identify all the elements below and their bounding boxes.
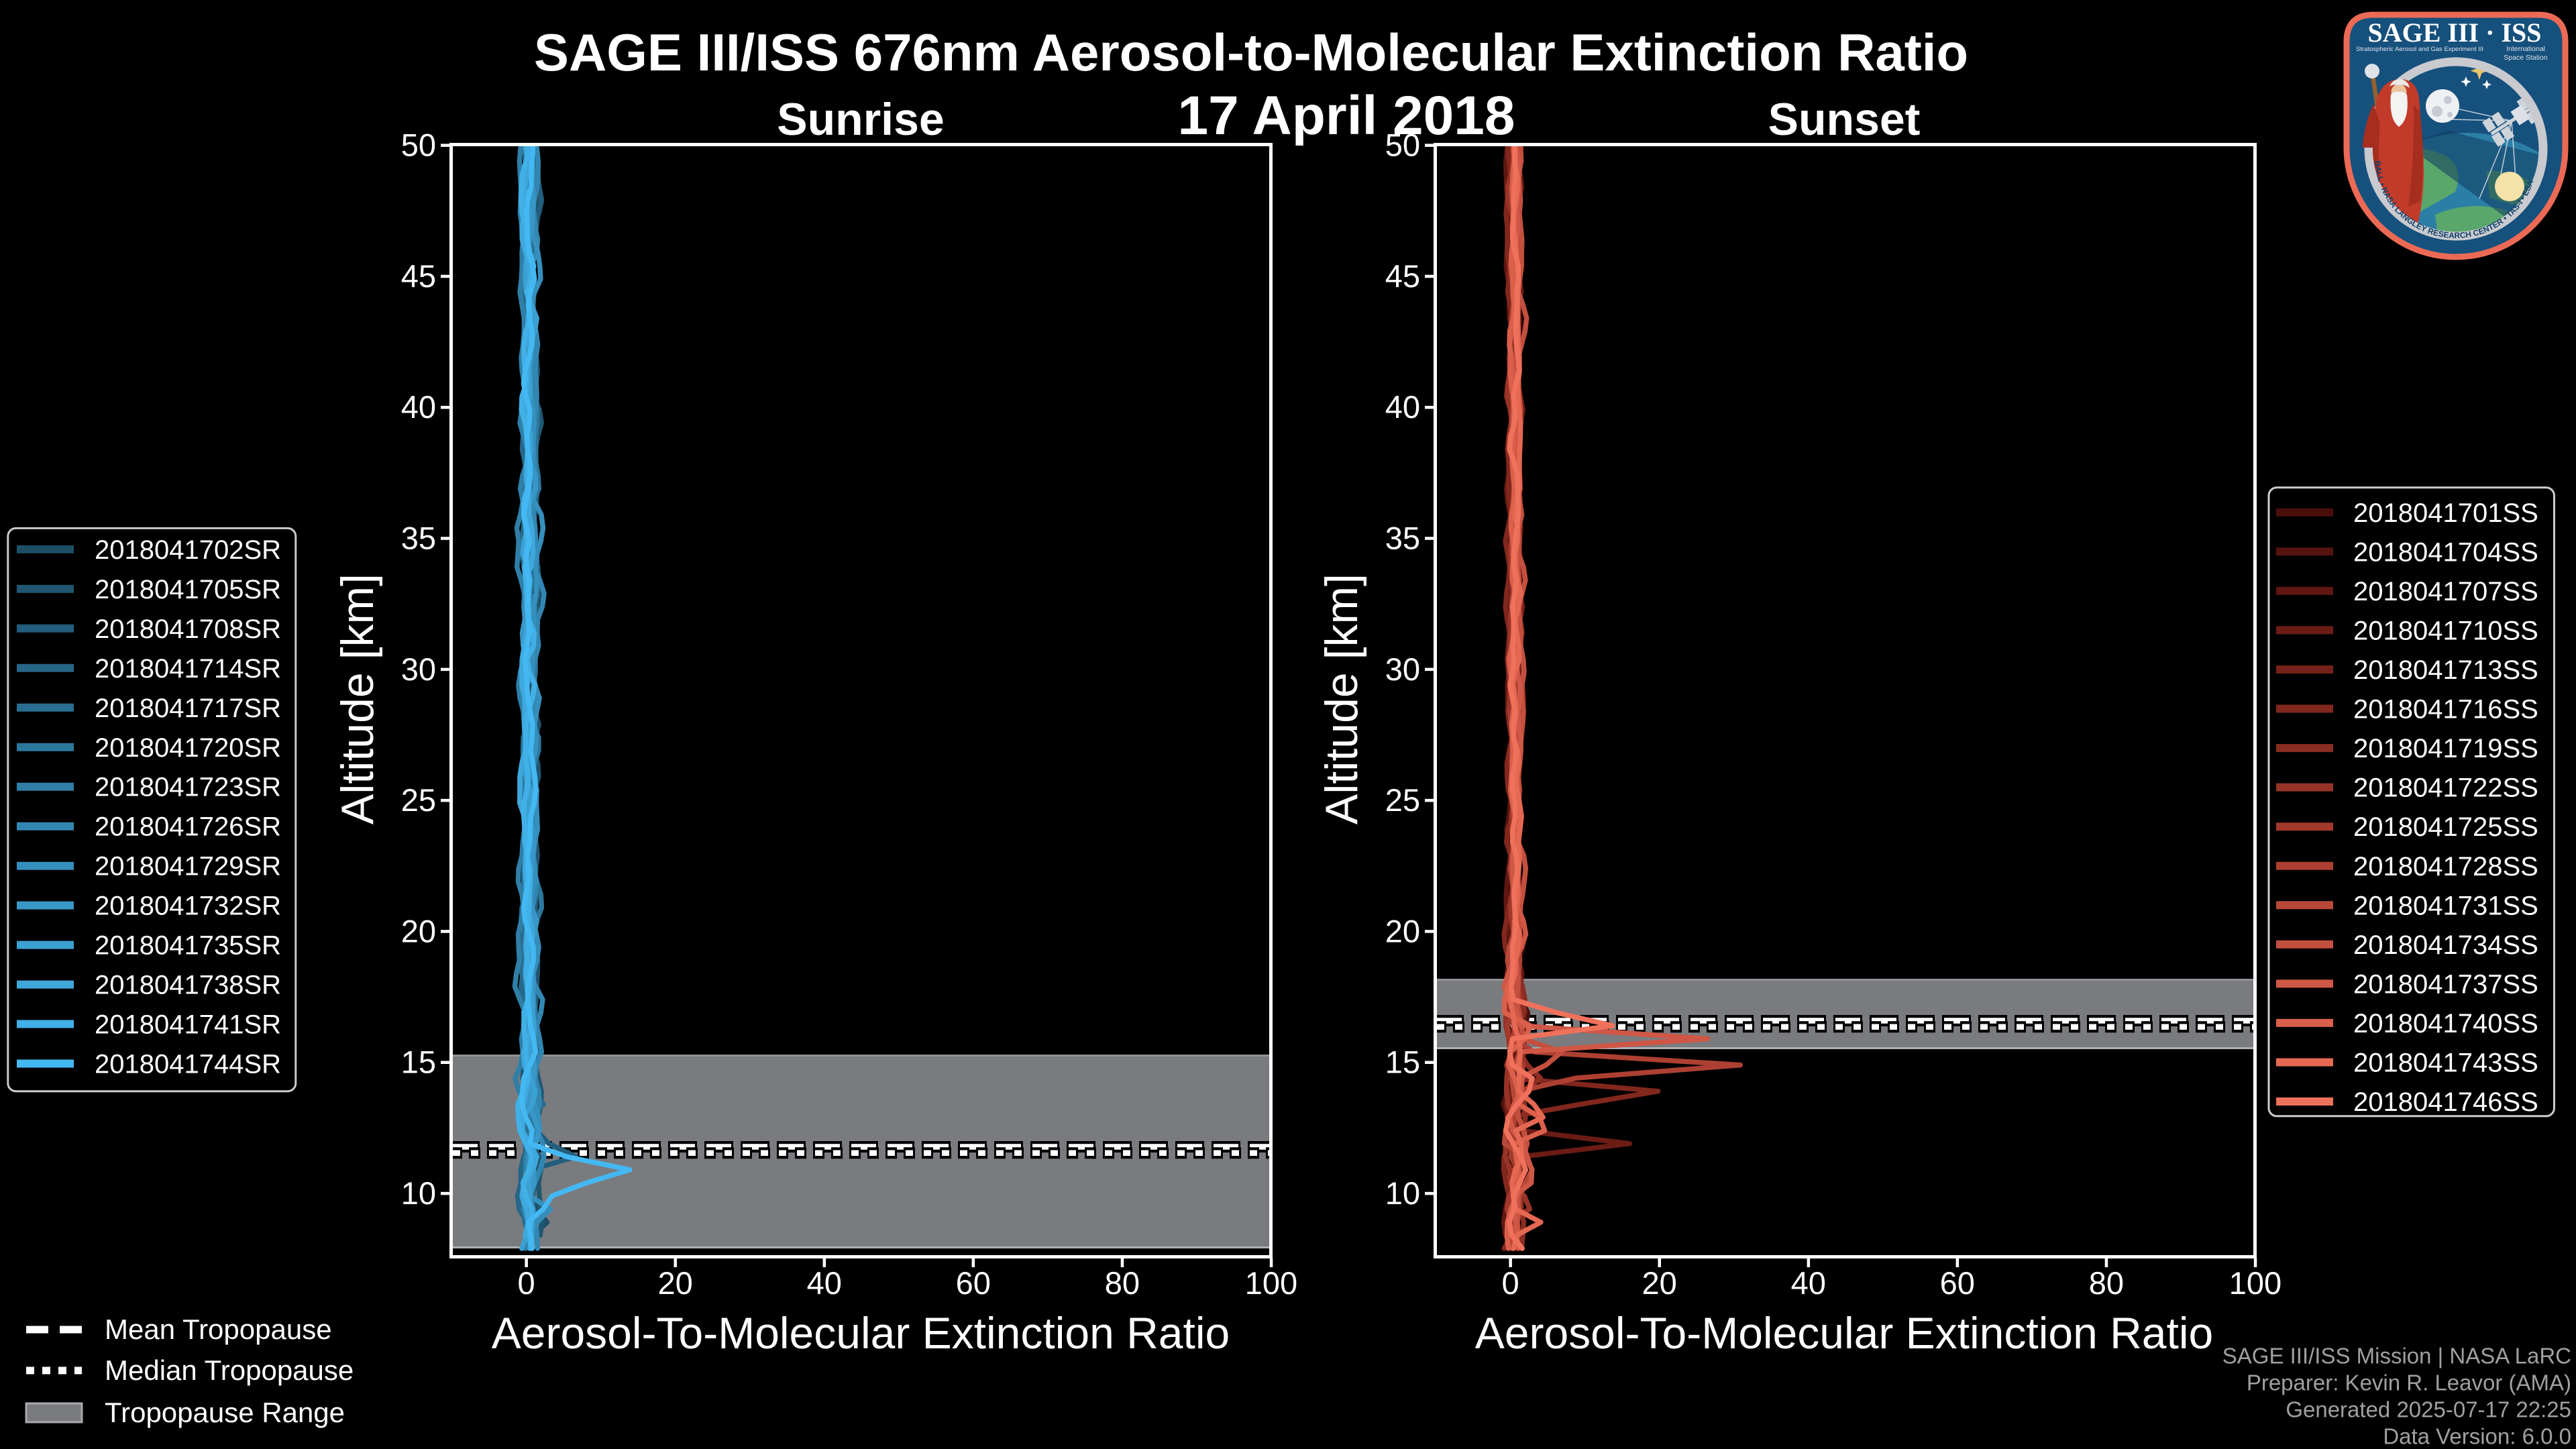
svg-text:45: 45 <box>1385 258 1420 294</box>
svg-text:International: International <box>2506 45 2545 53</box>
svg-text:2018041735SR: 2018041735SR <box>95 931 281 961</box>
svg-text:2018041708SR: 2018041708SR <box>95 614 281 644</box>
svg-text:2018041740SS: 2018041740SS <box>2353 1009 2538 1038</box>
svg-text:80: 80 <box>1105 1265 1140 1301</box>
svg-text:2018041723SR: 2018041723SR <box>95 773 281 802</box>
svg-text:50: 50 <box>401 127 436 163</box>
svg-text:Data Version: 6.0.0: Data Version: 6.0.0 <box>2383 1424 2571 1449</box>
svg-text:2018041705SR: 2018041705SR <box>95 575 281 604</box>
svg-text:60: 60 <box>1940 1265 1975 1301</box>
svg-text:20: 20 <box>1642 1265 1677 1301</box>
svg-text:2018041702SR: 2018041702SR <box>95 535 281 565</box>
svg-text:20: 20 <box>1385 913 1420 949</box>
svg-text:20: 20 <box>401 913 436 949</box>
svg-text:45: 45 <box>401 258 436 294</box>
svg-text:2018041725SS: 2018041725SS <box>2353 812 2538 842</box>
svg-text:80: 80 <box>2089 1265 2124 1301</box>
svg-text:10: 10 <box>1385 1175 1420 1211</box>
svg-text:40: 40 <box>1385 389 1420 425</box>
svg-text:Sunrise: Sunrise <box>777 94 944 145</box>
svg-text:Sunset: Sunset <box>1768 94 1921 145</box>
svg-text:30: 30 <box>1385 651 1420 687</box>
svg-text:Space Station: Space Station <box>2504 54 2548 62</box>
svg-text:Generated 2025-07-17 22:25: Generated 2025-07-17 22:25 <box>2286 1397 2571 1422</box>
svg-text:2018041710SS: 2018041710SS <box>2353 616 2538 645</box>
svg-text:2018041704SS: 2018041704SS <box>2353 537 2538 567</box>
svg-text:Altitude [km]: Altitude [km] <box>1316 574 1367 824</box>
svg-text:Tropopause Range: Tropopause Range <box>105 1397 345 1428</box>
svg-text:SAGE III · ISS: SAGE III · ISS <box>2367 17 2541 48</box>
svg-text:2018041717SR: 2018041717SR <box>95 694 281 723</box>
svg-text:10: 10 <box>401 1175 436 1211</box>
svg-text:2018041734SS: 2018041734SS <box>2353 930 2538 960</box>
svg-text:25: 25 <box>1385 782 1420 818</box>
svg-text:100: 100 <box>1245 1265 1297 1301</box>
svg-text:Altitude [km]: Altitude [km] <box>332 574 383 824</box>
svg-text:2018041726SR: 2018041726SR <box>95 812 281 842</box>
svg-text:2018041720SR: 2018041720SR <box>95 733 281 763</box>
svg-text:2018041713SS: 2018041713SS <box>2353 655 2538 685</box>
svg-text:2018041731SS: 2018041731SS <box>2353 891 2538 920</box>
svg-text:2018041743SS: 2018041743SS <box>2353 1049 2538 1078</box>
svg-text:Preparer: Kevin R. Leavor (AMA: Preparer: Kevin R. Leavor (AMA) <box>2247 1371 2571 1395</box>
svg-text:0: 0 <box>518 1265 535 1301</box>
svg-text:25: 25 <box>401 782 436 818</box>
svg-text:40: 40 <box>1791 1265 1826 1301</box>
svg-text:60: 60 <box>956 1265 991 1301</box>
svg-text:Median Tropopause: Median Tropopause <box>105 1354 354 1386</box>
svg-text:40: 40 <box>401 389 436 425</box>
svg-text:40: 40 <box>807 1265 842 1301</box>
svg-text:50: 50 <box>1385 127 1420 163</box>
svg-text:2018041719SS: 2018041719SS <box>2353 734 2538 763</box>
svg-text:Stratospheric Aerosol and Gas: Stratospheric Aerosol and Gas Experiment… <box>2356 46 2483 53</box>
svg-text:15: 15 <box>1385 1044 1420 1080</box>
svg-text:2018041746SS: 2018041746SS <box>2353 1087 2538 1117</box>
svg-text:2018041716SS: 2018041716SS <box>2353 695 2538 724</box>
svg-text:20: 20 <box>658 1265 693 1301</box>
svg-text:0: 0 <box>1502 1265 1519 1301</box>
svg-text:2018041701SS: 2018041701SS <box>2353 498 2538 528</box>
svg-text:2018041738SR: 2018041738SR <box>95 971 281 1000</box>
svg-text:2018041728SS: 2018041728SS <box>2353 852 2538 881</box>
svg-text:Mean Tropopause: Mean Tropopause <box>105 1313 332 1345</box>
svg-text:35: 35 <box>1385 521 1420 556</box>
svg-text:2018041741SR: 2018041741SR <box>95 1010 281 1040</box>
svg-text:2018041729SR: 2018041729SR <box>95 852 281 881</box>
svg-text:17 April 2018: 17 April 2018 <box>1178 85 1515 146</box>
svg-text:Aerosol-To-Molecular Extinctio: Aerosol-To-Molecular Extinction Ratio <box>1475 1308 2213 1358</box>
svg-text:2018041707SS: 2018041707SS <box>2353 577 2538 606</box>
svg-text:SAGE III/ISS Mission | NASA La: SAGE III/ISS Mission | NASA LaRC <box>2222 1344 2571 1368</box>
svg-text:100: 100 <box>2229 1265 2282 1301</box>
svg-text:2018041714SR: 2018041714SR <box>95 654 281 684</box>
svg-text:30: 30 <box>401 651 436 687</box>
svg-text:2018041737SS: 2018041737SS <box>2353 969 2538 999</box>
svg-text:15: 15 <box>401 1044 436 1080</box>
svg-text:Aerosol-To-Molecular Extinctio: Aerosol-To-Molecular Extinction Ratio <box>492 1308 1230 1358</box>
svg-text:2018041732SR: 2018041732SR <box>95 892 281 921</box>
svg-text:SAGE III/ISS 676nm Aerosol-to-: SAGE III/ISS 676nm Aerosol-to-Molecular … <box>534 23 1968 82</box>
svg-text:2018041722SS: 2018041722SS <box>2353 773 2538 803</box>
svg-text:2018041744SR: 2018041744SR <box>95 1050 281 1079</box>
svg-text:35: 35 <box>401 521 436 556</box>
